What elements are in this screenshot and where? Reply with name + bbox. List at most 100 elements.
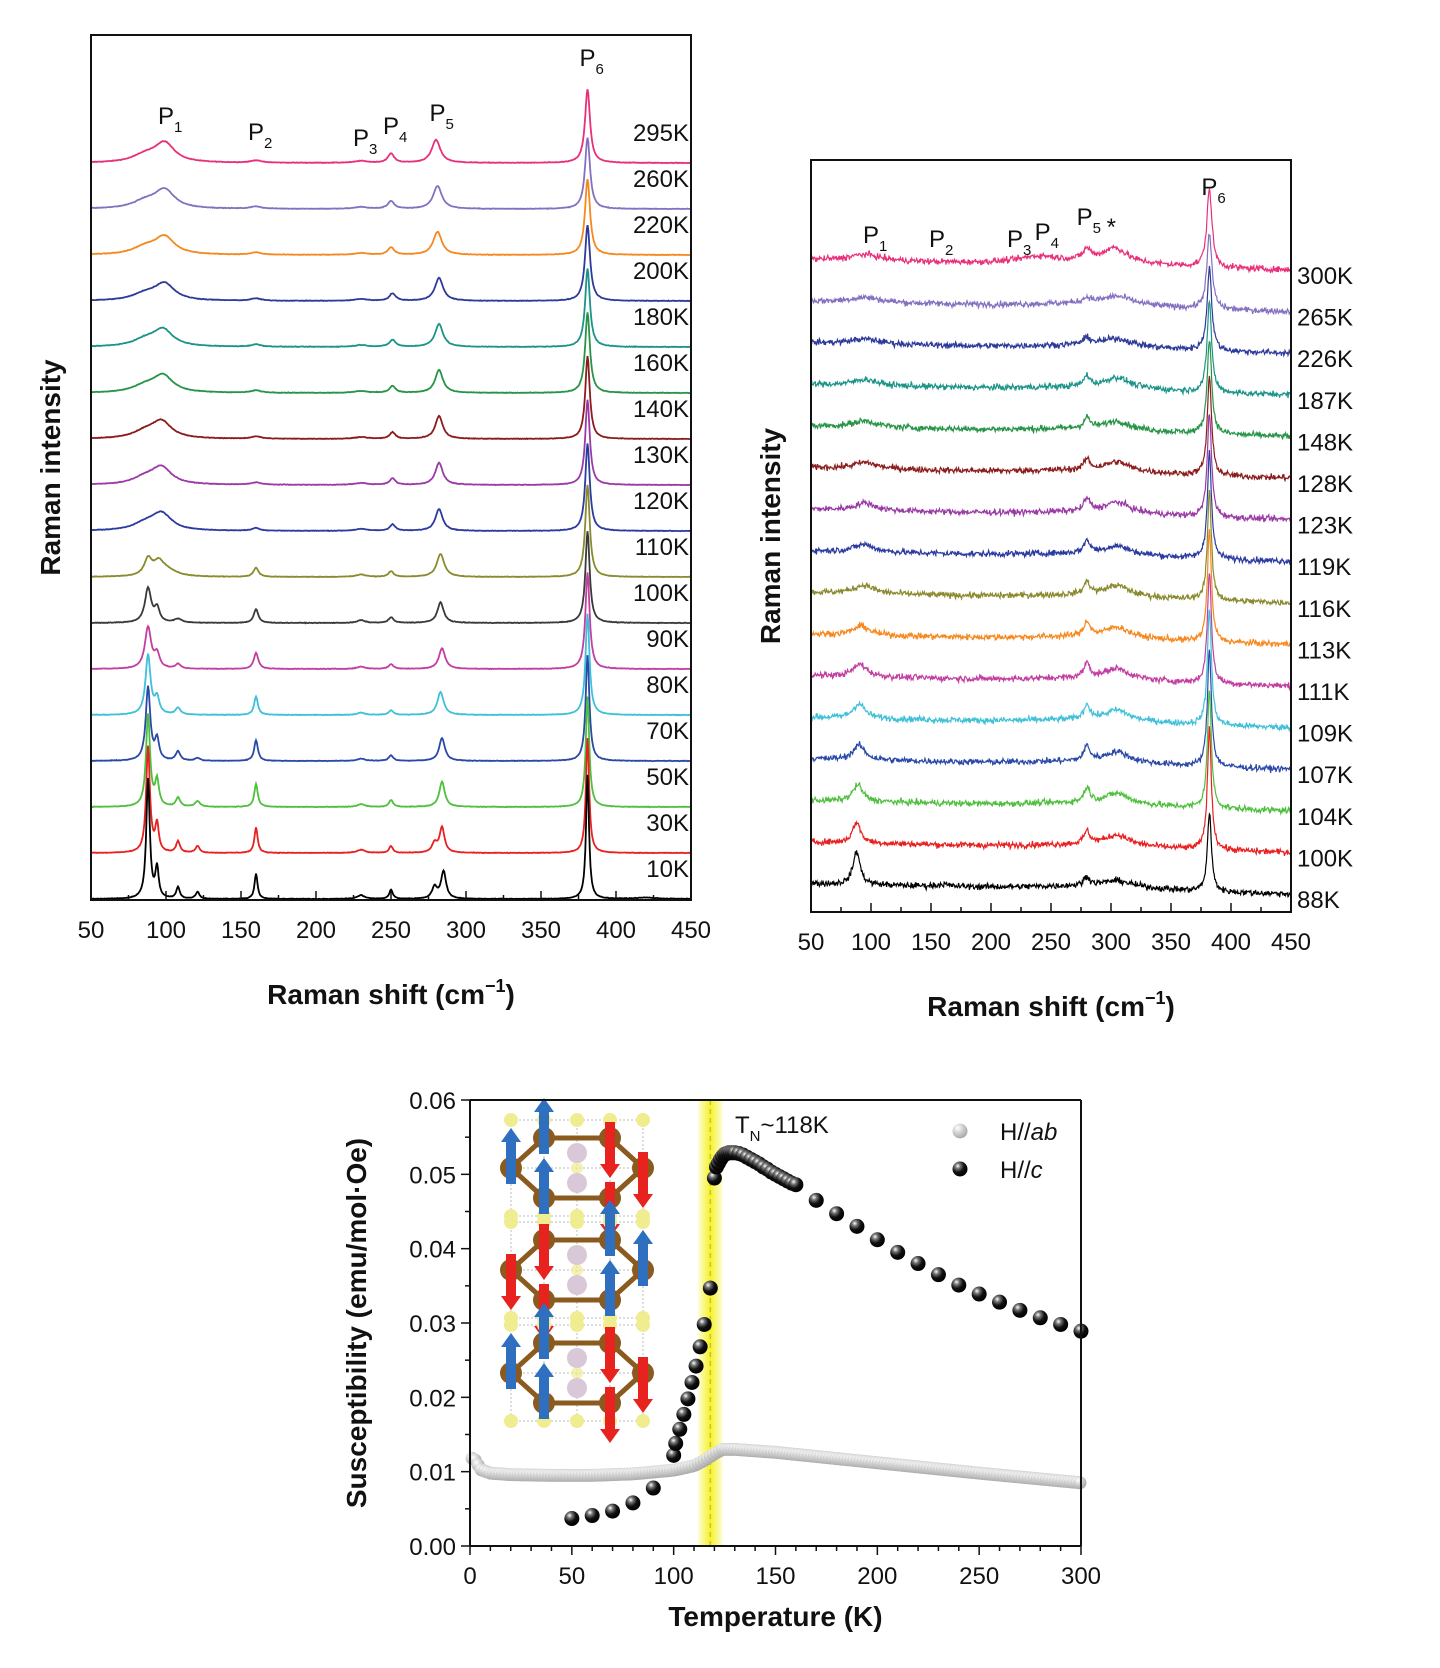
temperature-label: 104K: [1297, 804, 1353, 831]
x-tick-label: 200: [857, 1563, 897, 1590]
peak-label: *: [1107, 214, 1116, 241]
temperature-label: 260K: [633, 166, 689, 193]
crystal-unit: [500, 1200, 654, 1340]
plot-frame: [810, 159, 1292, 913]
temperature-label: 128K: [1297, 471, 1353, 498]
y-tick-label: 0.03: [409, 1311, 456, 1338]
spectrum-100K: [811, 726, 1291, 857]
spectrum-88K: [811, 812, 1291, 898]
peak-label: P3: [353, 125, 377, 158]
peak-label: P2: [929, 226, 953, 259]
data-point-h-c: [706, 1170, 722, 1186]
spectrum-109K: [811, 609, 1291, 733]
temperature-label: 113K: [1297, 637, 1351, 664]
y-axis-title: Susceptibility (emu/mol·Oe): [341, 1138, 372, 1508]
temperature-label: 226K: [1297, 346, 1353, 373]
x-axis-title: Raman shift (cm−1): [927, 988, 1175, 1022]
data-point-h-c: [910, 1256, 926, 1272]
x-tick-label: 100: [654, 1563, 694, 1590]
peak-label-letter: P: [248, 119, 264, 146]
data-point-h-c: [696, 1316, 712, 1332]
peak-label: P1: [863, 222, 887, 255]
spectrum-265K: [811, 233, 1291, 316]
x-tick-label: 250: [371, 917, 411, 944]
x-tick-label: 250: [1031, 929, 1071, 956]
temperature-label: 130K: [633, 442, 689, 469]
peak-label-letter: P: [1035, 219, 1051, 246]
x-tick-label: 100: [146, 917, 186, 944]
crystal-structure-inset: [500, 1098, 654, 1443]
peak-label-subscript: 5: [446, 116, 454, 133]
data-point-h-c: [829, 1206, 845, 1222]
x-tick-label: 200: [971, 929, 1011, 956]
data-point-h-c: [680, 1391, 696, 1407]
spectra-traces: [91, 89, 691, 900]
temperature-label: 111K: [1297, 679, 1350, 706]
spectrum-107K: [811, 649, 1291, 774]
peak-label-subscript: 3: [1023, 242, 1031, 259]
data-point-h-ab: [1073, 1476, 1087, 1490]
x-axis-title-superscript: −1: [1145, 988, 1166, 1008]
peak-label: P4: [1035, 219, 1059, 252]
spectrum-200K: [91, 225, 691, 303]
data-point-h-c: [788, 1177, 804, 1193]
spectrum-50K: [91, 696, 691, 809]
y-tick-label: 0.06: [409, 1088, 456, 1115]
temperature-label: 100K: [633, 580, 689, 607]
raman-spectra-panel-right: 300K 265K 226K 187K 148K 128K 123K 119K 116K 113K…: [755, 159, 1353, 1022]
data-point-h-c: [645, 1480, 661, 1496]
data-point-h-c: [930, 1267, 946, 1283]
spectrum-128K: [811, 375, 1291, 483]
temperature-label: 160K: [633, 350, 689, 377]
temperature-label: 300K: [1297, 263, 1353, 290]
spectrum-300K: [811, 188, 1291, 274]
temperature-label: 109K: [1297, 721, 1353, 748]
temperature-label: 70K: [646, 718, 689, 745]
temperature-label: 220K: [633, 212, 689, 239]
x-tick-label: 450: [1271, 929, 1311, 956]
temperature-label: 90K: [646, 626, 689, 653]
spectrum-70K: [91, 655, 691, 763]
x-tick-label: 150: [911, 929, 951, 956]
temperature-label: 200K: [633, 258, 689, 285]
x-tick-label: 200: [296, 917, 336, 944]
temperature-label: 295K: [633, 120, 689, 147]
peak-label-subscript: 1: [174, 119, 182, 136]
data-point-h-c: [1053, 1316, 1069, 1332]
spectrum-90K: [91, 572, 691, 671]
temperature-label: 88K: [1297, 887, 1340, 914]
spectrum-180K: [91, 268, 691, 349]
crystal-unit: [500, 1098, 654, 1238]
x-tick-label: 150: [221, 917, 261, 944]
peak-label-subscript: 3: [369, 141, 377, 158]
x-tick-label: 300: [1091, 929, 1131, 956]
spectrum-187K: [811, 299, 1291, 399]
data-point-h-c: [1012, 1302, 1028, 1318]
x-tick-label: 50: [78, 917, 105, 944]
legend-label: H//c: [1000, 1157, 1043, 1184]
peak-label: P6: [1201, 174, 1225, 207]
data-point-h-c: [605, 1503, 621, 1519]
temperature-label: 50K: [646, 764, 689, 791]
peak-label-subscript: 6: [1217, 190, 1225, 207]
data-point-h-c: [692, 1339, 708, 1355]
spectrum-160K: [91, 312, 691, 395]
x-tick-label: 450: [671, 917, 711, 944]
temperature-label: 187K: [1297, 388, 1353, 415]
temperature-label: 107K: [1297, 762, 1353, 789]
temperature-label: 120K: [633, 488, 689, 515]
spectrum-148K: [811, 340, 1291, 441]
temperature-label: 110K: [635, 534, 689, 561]
peak-label-letter: P: [353, 125, 369, 152]
spectrum-10K: [91, 774, 691, 900]
spectrum-130K: [91, 399, 691, 487]
legend-marker: [952, 1123, 968, 1139]
raman-spectra-panel-left: 295K260K220K200K180K160K140K130K120K110K…: [35, 34, 711, 1010]
y-tick-label: 0.05: [409, 1162, 456, 1189]
spectrum-123K: [811, 414, 1291, 524]
spectrum-100K: [91, 531, 691, 625]
peak-label-subscript: 6: [596, 61, 604, 78]
peak-label-subscript: 5: [1093, 220, 1101, 237]
spectrum-110K: [91, 484, 691, 579]
legend-label: H//ab: [1000, 1119, 1057, 1146]
